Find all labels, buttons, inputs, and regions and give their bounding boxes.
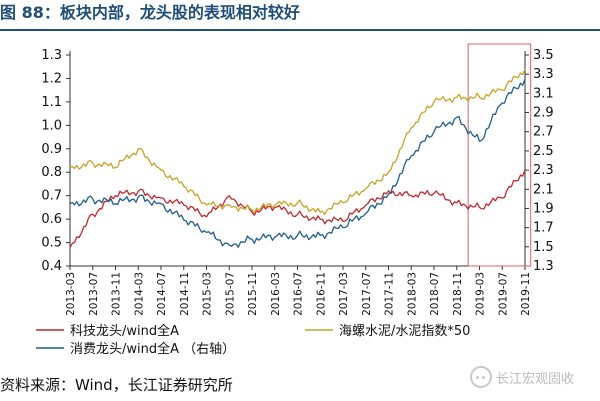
right-axis-tick-label: 2.3 — [533, 163, 554, 178]
right-axis-tick-label: 2.5 — [533, 144, 554, 159]
left-axis-tick-label: 1.3 — [41, 48, 62, 63]
left-axis-tick-label: 0.5 — [41, 236, 62, 251]
x-axis-tick-label: 2018-03 — [406, 272, 418, 316]
left-axis-tick-label: 0.7 — [41, 189, 62, 204]
series-line-1 — [69, 169, 526, 248]
right-axis-tick-label: 2.1 — [533, 182, 554, 197]
left-axis-tick-label: 0.8 — [41, 165, 62, 180]
x-axis-tick-label: 2015-03 — [202, 272, 214, 316]
x-axis-tick-label: 2018-07 — [429, 272, 441, 316]
right-axis-tick-label: 2.9 — [533, 106, 554, 121]
x-axis-tick-label: 2013-03 — [65, 272, 77, 316]
right-axis-tick-label: 3.1 — [533, 86, 554, 101]
left-axis-tick-label: 0.9 — [41, 142, 62, 157]
x-axis-tick-label: 2019-03 — [475, 272, 487, 316]
left-axis-tick-label: 1.1 — [41, 95, 62, 110]
right-axis-tick-label: 1.5 — [533, 240, 554, 255]
x-axis-tick-label: 2013-11 — [111, 272, 123, 316]
x-axis-tick-label: 2016-07 — [293, 272, 305, 316]
x-axis-tick-label: 2016-11 — [315, 272, 327, 316]
legend-label-3: 消费龙头/wind全A （右轴） — [70, 341, 235, 357]
right-axis-tick-label: 3.5 — [533, 48, 554, 63]
right-axis-tick-label: 3.3 — [533, 67, 554, 82]
x-axis-tick-label: 2017-11 — [384, 272, 396, 316]
x-axis-tick-label: 2014-07 — [156, 272, 168, 316]
watermark: 长江宏观固收 — [470, 366, 574, 388]
chart-title: 图 88：板块内部，龙头股的表现相对较好 — [0, 3, 300, 22]
x-axis-tick-label: 2017-03 — [338, 272, 350, 316]
x-axis-tick-label: 2014-11 — [179, 272, 191, 316]
left-axis-tick-label: 0.4 — [41, 259, 62, 274]
x-axis-tick-label: 2017-07 — [361, 272, 373, 316]
x-axis-tick-label: 2018-11 — [452, 272, 464, 316]
x-axis-tick-label: 2014-03 — [133, 272, 145, 316]
wechat-icon — [470, 366, 492, 388]
source-note: 资料来源：Wind，长江证券研究所 — [0, 376, 233, 394]
right-axis-tick-label: 1.7 — [533, 221, 554, 236]
x-axis-tick-label: 2015-07 — [224, 272, 236, 316]
legend-label-1: 科技龙头/wind全A — [70, 323, 179, 339]
left-axis-tick-label: 1.2 — [41, 71, 62, 86]
left-axis-tick-label: 0.6 — [41, 212, 62, 227]
line-chart: 0.4 0.5 0.6 0.7 0.8 0.9 1.0 1.1 1.2 1.3 1.3 1.5 1.7 1… — [36, 43, 554, 357]
left-axis-tick-label: 1.0 — [41, 118, 62, 133]
series-line-3 — [69, 78, 526, 248]
x-axis-tick-label: 2013-07 — [88, 272, 100, 316]
series-line-2 — [69, 68, 526, 216]
x-axis-tick-label: 2019-07 — [497, 272, 509, 316]
legend-label-2: 海螺水泥/水泥指数*50 — [339, 324, 470, 339]
x-axis-tick-label: 2019-11 — [520, 272, 532, 316]
x-axis-tick-label: 2015-11 — [247, 272, 259, 316]
right-axis-tick-label: 1.9 — [533, 201, 554, 216]
watermark-text: 长江宏观固收 — [496, 371, 575, 387]
right-axis-tick-label: 2.7 — [533, 125, 554, 140]
right-axis-tick-label: 1.3 — [533, 259, 554, 274]
x-axis-tick-label: 2016-03 — [270, 272, 282, 316]
highlight-box — [467, 43, 532, 267]
title-divider — [0, 29, 600, 31]
